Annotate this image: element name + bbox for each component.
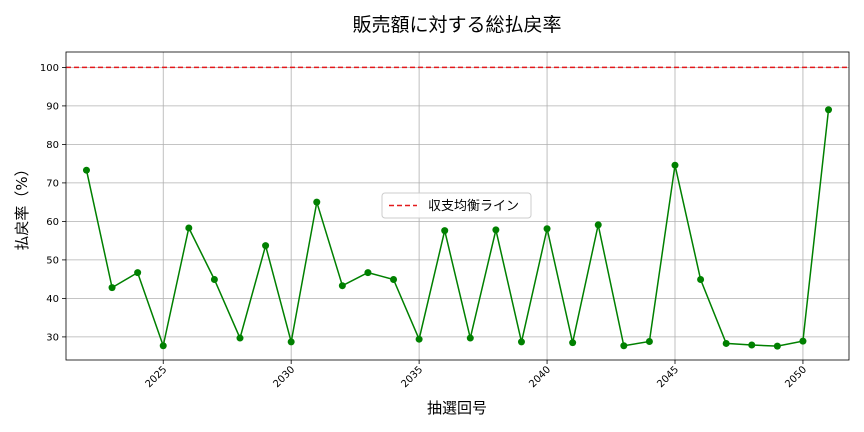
legend-box: [381, 192, 532, 219]
x-tick-label: 2040: [527, 364, 553, 390]
data-point: [517, 338, 525, 346]
data-point: [415, 335, 423, 343]
y-tick-label: 40: [46, 294, 59, 305]
data-point: [645, 338, 653, 346]
data-point: [697, 276, 705, 284]
x-tick-label: 2045: [655, 364, 681, 390]
data-point: [338, 282, 346, 290]
chart-title: 販売額に対する総払戻率: [352, 14, 561, 36]
data-point: [82, 166, 90, 174]
data-point: [773, 342, 781, 350]
data-point: [569, 339, 577, 347]
data-point: [620, 342, 628, 350]
data-point: [543, 225, 551, 233]
data-point: [799, 337, 807, 345]
y-tick-label: 90: [46, 101, 59, 112]
y-tick-label: 60: [46, 217, 59, 228]
y-tick-label: 100: [40, 63, 59, 74]
x-tick-label: 2030: [272, 364, 298, 390]
data-point: [825, 106, 833, 114]
legend: 収支均衡ライン: [381, 192, 532, 219]
data-point: [390, 276, 398, 284]
data-point: [262, 242, 270, 250]
y-tick-label: 30: [46, 332, 59, 343]
data-point: [722, 339, 730, 347]
x-tick-label: 2025: [144, 364, 170, 390]
data-point: [364, 269, 372, 277]
x-tick-label: 2035: [399, 364, 425, 390]
y-tick-label: 50: [46, 255, 59, 266]
data-point: [108, 284, 116, 292]
plot-frame: [65, 51, 850, 361]
data-point: [594, 221, 602, 229]
legend-entry-label: 収支均衡ライン: [428, 199, 519, 214]
data-point: [748, 341, 756, 349]
data-point: [210, 276, 218, 284]
x-tick-label: 2050: [783, 364, 809, 390]
series-group: [82, 106, 833, 350]
data-point: [287, 338, 295, 346]
y-ticks: 30 40 50 60 70 80 90 100: [40, 63, 66, 343]
data-point: [134, 269, 142, 277]
data-point: [236, 334, 244, 342]
data-point: [159, 342, 167, 350]
data-point: [492, 226, 500, 234]
y-tick-label: 80: [46, 140, 59, 151]
data-point: [466, 334, 474, 342]
data-point: [671, 161, 679, 169]
data-point: [185, 224, 193, 232]
y-axis-label: 払戻率（%）: [13, 161, 31, 250]
y-tick-label: 70: [46, 178, 59, 189]
series-line: [85, 109, 830, 349]
data-point: [313, 198, 321, 206]
data-point: [441, 227, 449, 235]
x-ticks: 2025 2030 2035 2040 2045 2050: [144, 360, 809, 390]
x-axis-label: 抽選回号: [427, 399, 487, 417]
